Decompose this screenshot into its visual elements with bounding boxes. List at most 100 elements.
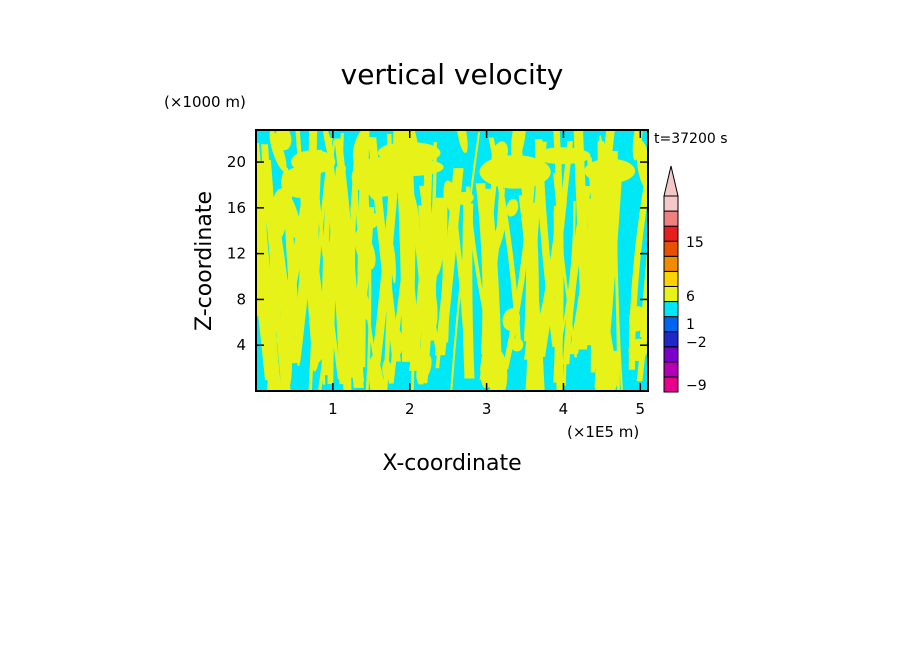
positive-blob <box>506 198 519 217</box>
y-tick-label: 16 <box>227 199 246 217</box>
positive-region <box>607 132 620 391</box>
positive-region <box>484 162 500 343</box>
positive-region <box>404 163 415 391</box>
positive-blob <box>283 302 294 348</box>
colorbar: 15 6 1 −2 −9 <box>663 165 707 394</box>
colorbar-label: 1 <box>686 317 695 333</box>
colorbar-band <box>663 376 679 393</box>
colorbar-band <box>663 255 679 272</box>
positive-region <box>437 206 450 343</box>
time-label: t=37200 s <box>654 131 728 147</box>
positive-blob <box>354 229 376 270</box>
positive-blob <box>390 243 396 284</box>
positive-blob <box>313 348 323 363</box>
positive-region <box>325 179 349 385</box>
positive-blob <box>402 175 420 229</box>
positive-blob <box>528 298 545 345</box>
y-ticks: 4 8 12 16 20 <box>227 153 648 354</box>
positive-blob <box>456 130 468 154</box>
positive-blob <box>628 306 646 332</box>
positive-region <box>364 174 372 391</box>
positive-region <box>502 169 536 370</box>
x-axis-label: X-coordinate <box>382 451 521 476</box>
x-ticks: 1 2 3 4 5 <box>328 130 645 418</box>
positive-blob <box>260 280 282 316</box>
positive-region <box>332 211 364 388</box>
colorbar-band <box>663 210 679 227</box>
positive-region <box>523 141 547 342</box>
positive-blob <box>427 282 438 329</box>
chart-title: vertical velocity <box>341 58 564 91</box>
colorbar-band <box>663 225 679 242</box>
positive-region <box>563 214 581 386</box>
positive-blob <box>510 337 524 352</box>
y-axis-label: Z-coordinate <box>192 191 217 331</box>
colorbar-band <box>663 346 679 363</box>
positive-blob <box>324 240 335 292</box>
colorbar-band <box>663 316 679 333</box>
positive-region <box>615 160 624 391</box>
positive-blob <box>511 130 526 163</box>
positive-region <box>447 182 470 353</box>
positive-velocity-regions <box>256 130 648 391</box>
colorbar-band <box>663 195 679 212</box>
positive-blob <box>360 288 371 321</box>
x-tick-label: 5 <box>636 400 646 418</box>
x-unit-label: (×1E5 m) <box>567 423 639 441</box>
colorbar-band <box>663 331 679 348</box>
positive-region <box>409 162 433 371</box>
y-tick-label: 12 <box>227 245 246 263</box>
positive-region <box>291 188 310 364</box>
positive-blob <box>454 191 474 205</box>
positive-region <box>422 142 437 350</box>
positive-blob <box>416 354 432 383</box>
y-tick-label: 8 <box>236 290 246 308</box>
positive-blob <box>279 187 302 241</box>
colorbar-band <box>663 270 679 287</box>
colorbar-label: −9 <box>686 378 707 394</box>
positive-blob <box>301 186 314 225</box>
colorbar-label: −2 <box>686 335 707 351</box>
y-tick-label: 4 <box>236 336 246 354</box>
positive-blob <box>584 158 636 184</box>
positive-blob <box>291 150 336 174</box>
positive-blob <box>443 180 459 215</box>
colorbar-band <box>663 240 679 257</box>
x-tick-label: 3 <box>482 400 492 418</box>
plot-frame <box>255 129 649 392</box>
positive-region <box>488 137 522 349</box>
positive-region <box>261 143 291 391</box>
y-unit-label: (×1000 m) <box>164 93 246 111</box>
positive-blob <box>368 355 385 391</box>
positive-blob <box>428 231 443 277</box>
positive-blob <box>377 141 441 164</box>
positive-blob <box>491 215 506 258</box>
colorbar-label: 6 <box>686 289 695 305</box>
positive-blob <box>335 220 350 253</box>
positive-region <box>465 186 498 362</box>
positive-region <box>450 132 481 391</box>
positive-blob <box>269 130 287 172</box>
positive-blob <box>306 253 320 302</box>
x-tick-label: 2 <box>405 400 415 418</box>
positive-blob <box>632 130 643 161</box>
colorbar-band <box>663 361 679 378</box>
positive-blob <box>352 130 370 167</box>
colorbar-label: 15 <box>686 235 704 251</box>
positive-blob <box>502 308 521 331</box>
positive-blob <box>362 212 379 229</box>
colorbar-extend-arrow <box>663 165 679 197</box>
x-tick-label: 4 <box>559 400 569 418</box>
positive-blob <box>601 350 621 391</box>
y-tick-label: 20 <box>227 153 246 171</box>
positive-region <box>586 157 600 369</box>
positive-blob <box>628 338 648 362</box>
positive-blob <box>382 359 392 381</box>
positive-blob <box>281 166 321 198</box>
positive-blob <box>479 155 551 189</box>
x-tick-label: 1 <box>328 400 338 418</box>
positive-blob <box>587 299 594 330</box>
positive-blob <box>279 337 298 355</box>
positive-blob <box>280 349 292 391</box>
